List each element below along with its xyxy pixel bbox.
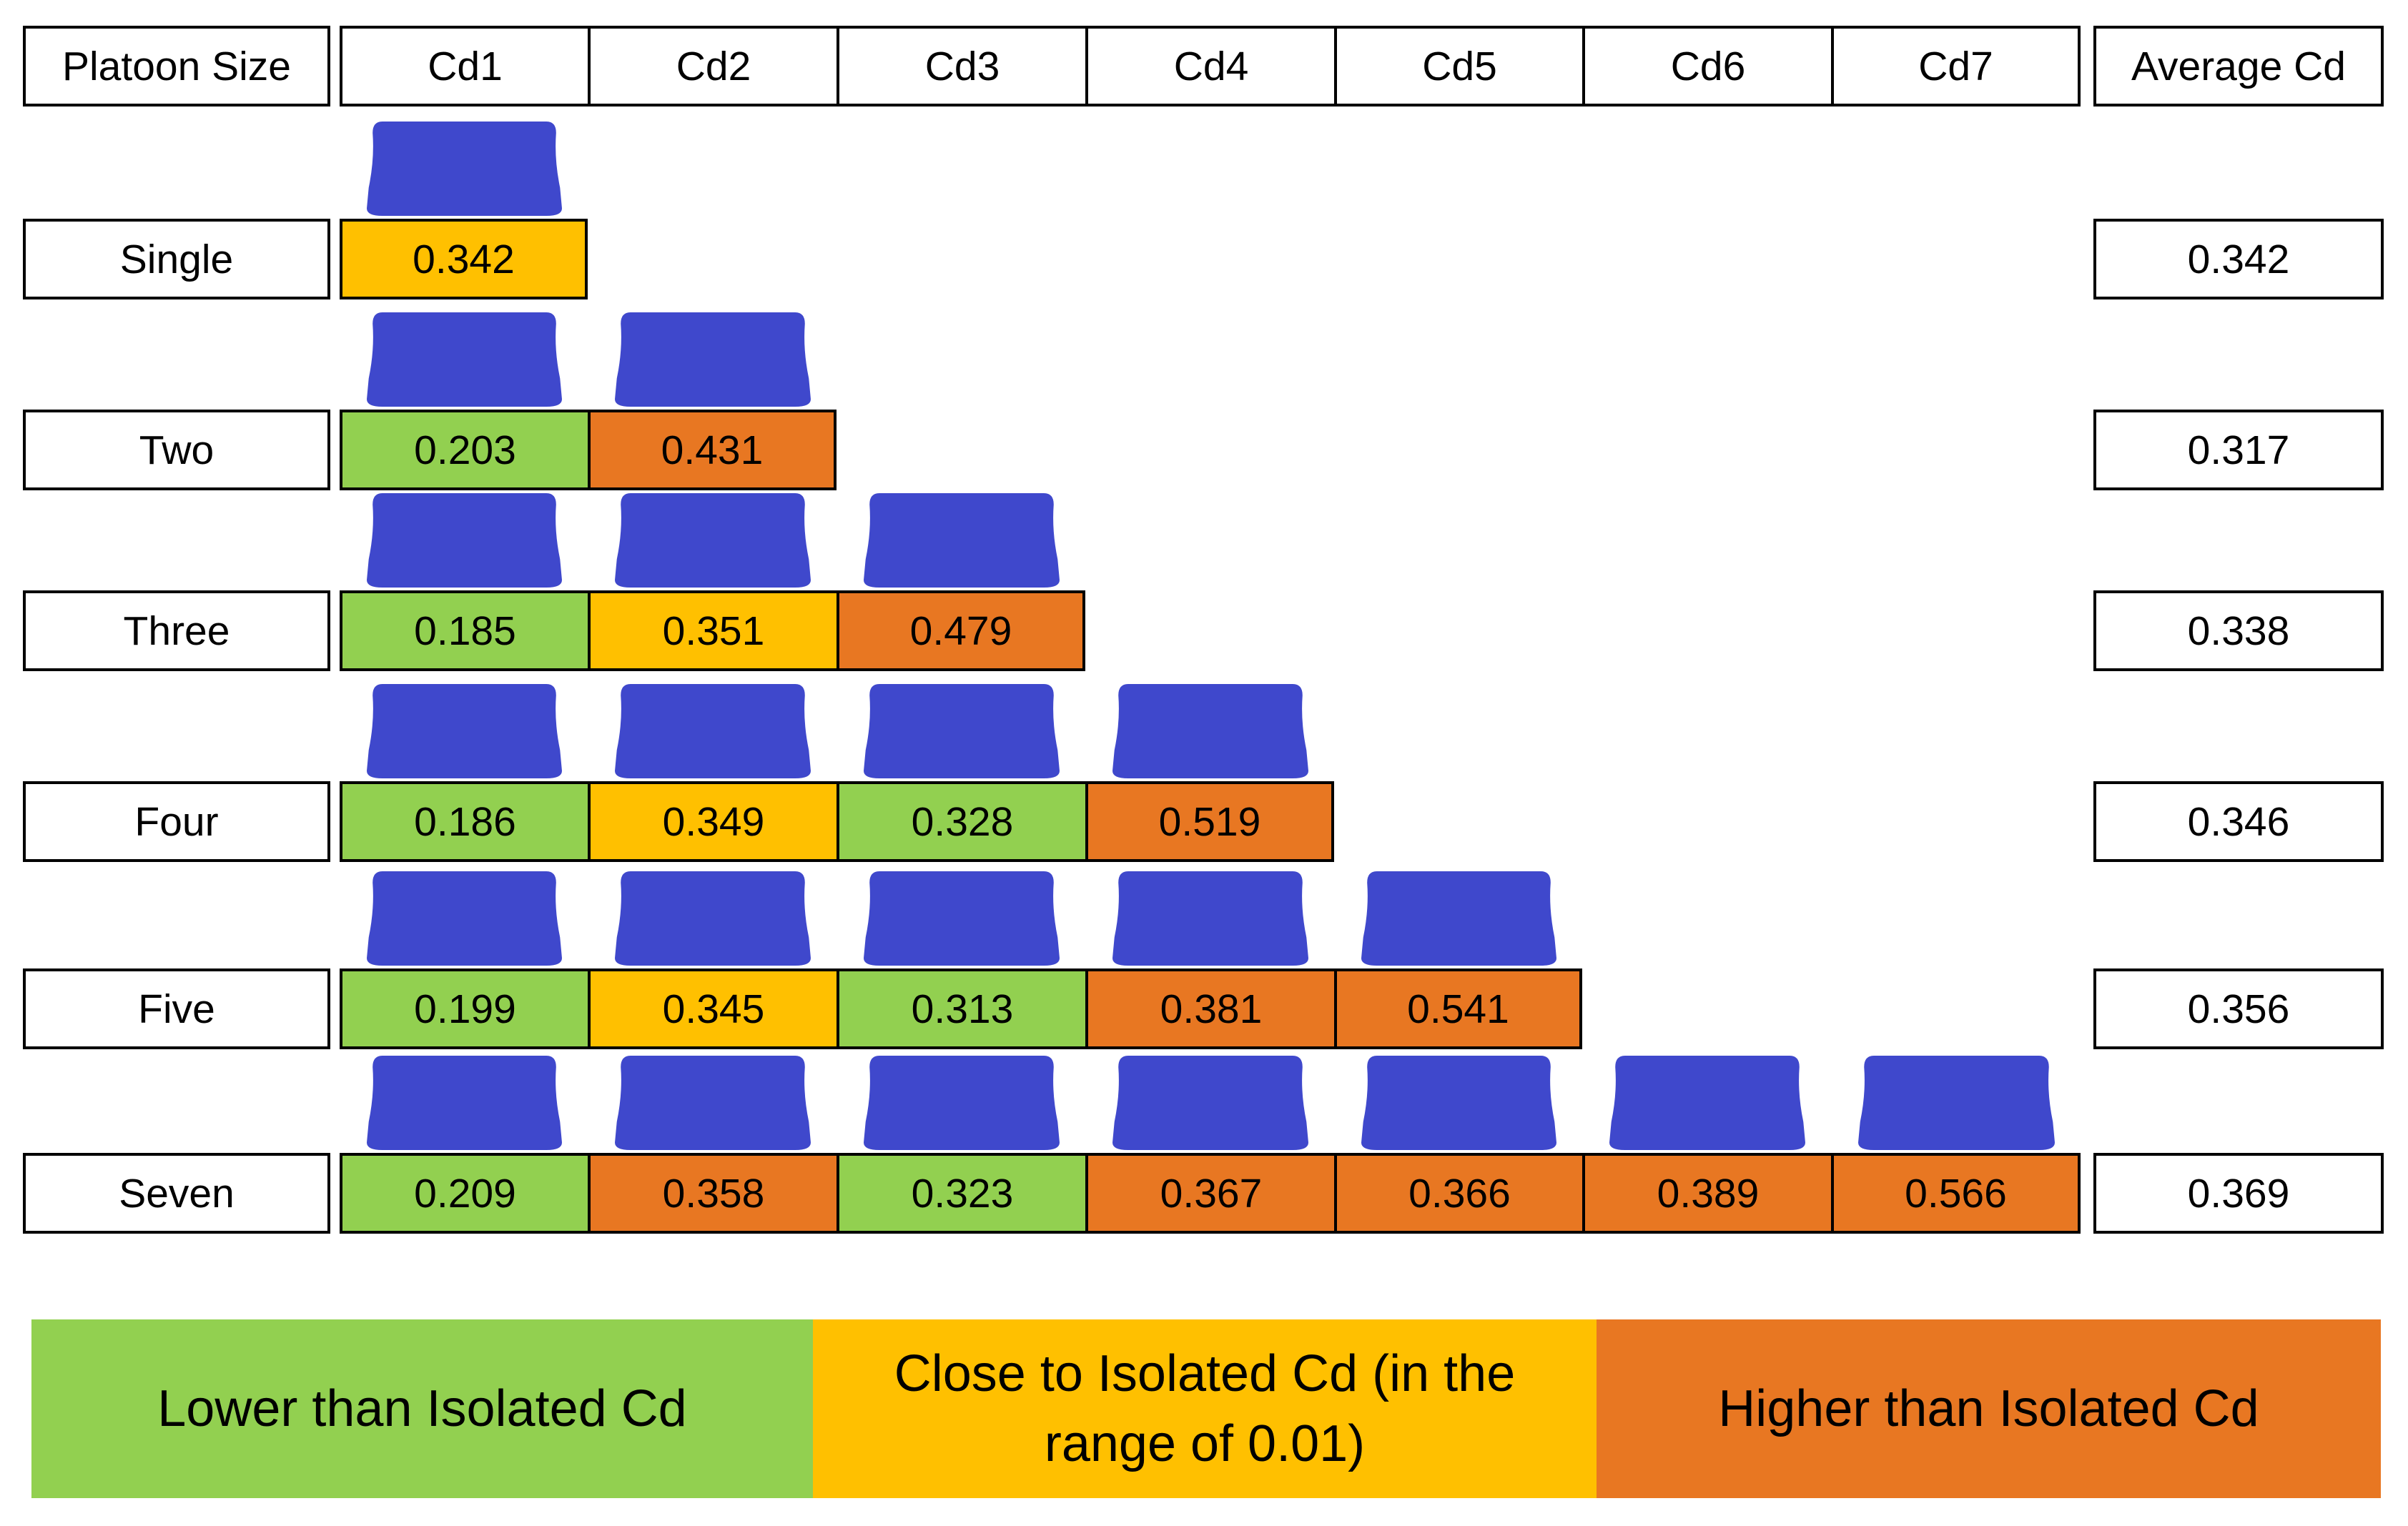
average-cd-cell: 0.317	[2093, 410, 2384, 490]
row-label: Two	[23, 410, 330, 490]
vehicle-icon	[367, 871, 562, 966]
cd-value-cell: 0.366	[1334, 1153, 1585, 1234]
vehicle-icon	[367, 1056, 562, 1150]
header-cd3: Cd3	[837, 26, 1088, 106]
cd-value-cell: 0.342	[340, 219, 588, 299]
legend-lower: Lower than Isolated Cd	[31, 1319, 813, 1498]
cd-value-cell: 0.519	[1085, 781, 1334, 862]
vehicle-icon	[615, 1056, 811, 1150]
vehicle-icon	[615, 684, 811, 778]
cd-value-cell: 0.313	[837, 968, 1088, 1049]
cd-value-cell: 0.186	[340, 781, 591, 862]
cd-value-cell: 0.381	[1085, 968, 1337, 1049]
average-cd-cell: 0.369	[2093, 1153, 2384, 1234]
legend-higher: Higher than Isolated Cd	[1597, 1319, 2381, 1498]
cd-value-cell: 0.328	[837, 781, 1088, 862]
row-label: Single	[23, 219, 330, 299]
vehicle-icon	[367, 493, 562, 588]
cd-value-cell: 0.566	[1831, 1153, 2081, 1234]
vehicle-icon	[367, 312, 562, 407]
cd-value-cell: 0.345	[588, 968, 839, 1049]
vehicle-icon	[1112, 1056, 1308, 1150]
cd-value-cell: 0.367	[1085, 1153, 1337, 1234]
row-label: Three	[23, 590, 330, 671]
row-label: Four	[23, 781, 330, 862]
cd-value-cell: 0.199	[340, 968, 591, 1049]
legend-close: Close to Isolated Cd (in the range of 0.…	[813, 1319, 1597, 1498]
vehicle-icon	[864, 684, 1060, 778]
vehicle-icon	[1609, 1056, 1805, 1150]
vehicle-icon	[864, 493, 1060, 588]
header-cd6: Cd6	[1582, 26, 1834, 106]
average-cd-cell: 0.356	[2093, 968, 2384, 1049]
header-cd2: Cd2	[588, 26, 839, 106]
cd-value-cell: 0.351	[588, 590, 839, 671]
vehicle-icon	[1361, 871, 1556, 966]
vehicle-icon	[864, 871, 1060, 966]
vehicle-icon	[615, 312, 811, 407]
vehicle-icon	[615, 493, 811, 588]
cd-value-cell: 0.358	[588, 1153, 839, 1234]
vehicle-icon	[1112, 871, 1308, 966]
header-cd5: Cd5	[1334, 26, 1585, 106]
vehicle-icon	[1112, 684, 1308, 778]
row-label: Five	[23, 968, 330, 1049]
vehicle-icon	[1858, 1056, 2055, 1150]
average-cd-cell: 0.338	[2093, 590, 2384, 671]
vehicle-icon	[367, 122, 562, 216]
cd-value-cell: 0.431	[588, 410, 837, 490]
cd-value-cell: 0.209	[340, 1153, 591, 1234]
vehicle-icon	[615, 871, 811, 966]
header-cd7: Cd7	[1831, 26, 2081, 106]
cd-value-cell: 0.349	[588, 781, 839, 862]
header-cd4: Cd4	[1085, 26, 1337, 106]
cd-value-cell: 0.203	[340, 410, 591, 490]
cd-value-cell: 0.541	[1334, 968, 1582, 1049]
average-cd-cell: 0.346	[2093, 781, 2384, 862]
header-average-cd: Average Cd	[2093, 26, 2384, 106]
average-cd-cell: 0.342	[2093, 219, 2384, 299]
cd-value-cell: 0.479	[837, 590, 1085, 671]
header-cd1: Cd1	[340, 26, 591, 106]
cd-value-cell: 0.323	[837, 1153, 1088, 1234]
cd-value-cell: 0.389	[1582, 1153, 1834, 1234]
vehicle-icon	[864, 1056, 1060, 1150]
row-label: Seven	[23, 1153, 330, 1234]
cd-value-cell: 0.185	[340, 590, 591, 671]
header-platoon-size: Platoon Size	[23, 26, 330, 106]
vehicle-icon	[367, 684, 562, 778]
vehicle-icon	[1361, 1056, 1556, 1150]
